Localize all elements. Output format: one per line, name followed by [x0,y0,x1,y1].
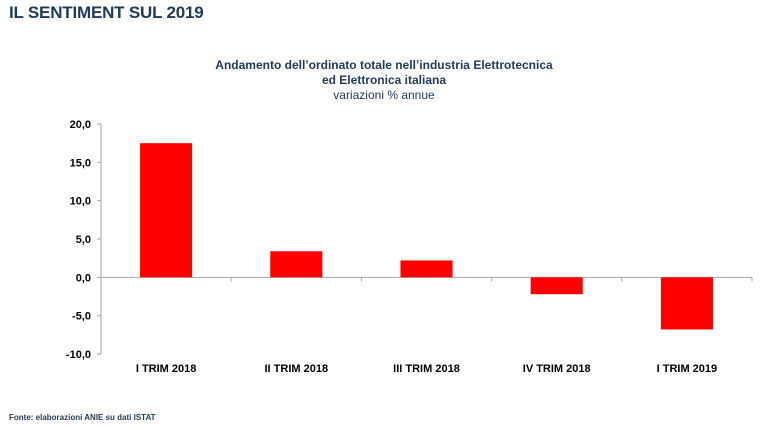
y-tick-label: -10,0 [66,349,91,361]
chart-title-block: Andamento dell’ordinato totale nell’indu… [0,58,768,103]
bar [400,260,453,278]
source-note: Fonte: elaborazioni ANIE su dati ISTAT [9,413,156,422]
y-tick-label: 15,0 [70,157,91,169]
bar [530,277,583,295]
y-tick-label: 0,0 [76,272,91,284]
chart-title-line2: ed Elettronica italiana [321,73,447,87]
chart-title: Andamento dell’ordinato totale nell’indu… [215,58,553,72]
x-tick-label: I TRIM 2019 [657,363,718,375]
bar [140,143,193,278]
x-tick-label: III TRIM 2018 [393,363,460,375]
y-tick-label: 20,0 [70,119,91,131]
chart-subtitle: variazioni % annue [333,88,435,102]
y-tick-label: -5,0 [72,311,91,323]
bar [660,277,713,330]
x-tick-label: II TRIM 2018 [265,363,329,375]
bar [270,251,323,278]
y-tick-label: 10,0 [70,196,91,208]
y-tick-label: 5,0 [76,234,91,246]
x-tick-label: I TRIM 2018 [136,363,197,375]
page-title: IL SENTIMENT SUL 2019 [9,3,204,22]
x-tick-label: IV TRIM 2018 [523,363,591,375]
